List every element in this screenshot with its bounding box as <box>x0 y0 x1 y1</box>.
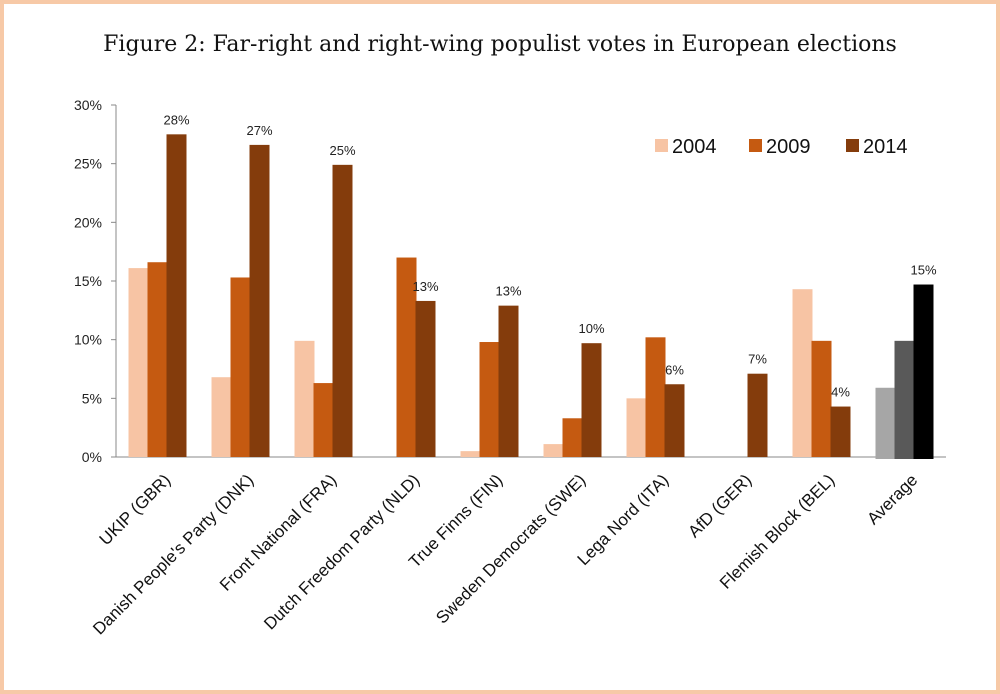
y-tick-label: 25% <box>74 156 102 172</box>
bar-2014 <box>415 300 436 457</box>
bar-2014 <box>166 134 187 458</box>
bar-2014 <box>747 373 768 457</box>
bar-2014 <box>664 384 685 457</box>
bar-2009 <box>313 383 334 457</box>
chart-title: Figure 2: Far-right and right-wing popul… <box>103 32 897 57</box>
x-tick-label: AfD (GER) <box>684 470 755 541</box>
x-tick-label: Danish People's Party (DNK) <box>89 470 257 638</box>
data-label: 13% <box>412 279 438 294</box>
bar-2004 <box>128 268 149 457</box>
x-tick-label: UKIP (GBR) <box>96 470 175 549</box>
data-label: 25% <box>329 143 355 158</box>
bar-2009 <box>894 340 915 459</box>
bar-2009 <box>147 262 168 457</box>
legend: 2004 2009 2014 <box>655 136 908 158</box>
bar-2004 <box>211 377 232 457</box>
x-tick-label: Sweden Democrats (SWE) <box>432 470 589 627</box>
legend-label-2014: 2014 <box>863 136 908 158</box>
bar-2009 <box>396 257 417 457</box>
bar-2004 <box>792 289 813 457</box>
y-tick-label: 15% <box>74 273 102 289</box>
bar-2014 <box>913 284 934 459</box>
legend-label-2009: 2009 <box>766 136 811 158</box>
data-label: 6% <box>665 362 684 377</box>
data-label: 10% <box>578 321 604 336</box>
bar-2014 <box>581 343 602 457</box>
data-label: 15% <box>910 263 936 278</box>
y-tick-label: 30% <box>74 97 102 113</box>
data-label: 7% <box>748 352 767 367</box>
bar-2014 <box>498 305 519 457</box>
x-tick-labels: UKIP (GBR)Danish People's Party (DNK)Fro… <box>89 470 921 638</box>
data-labels: 28% 27% 25% 13% 13% 10% 6% 7% 4% 15% <box>163 112 936 399</box>
y-tick-label: 0% <box>82 449 102 465</box>
x-tick-label: Average <box>863 470 921 528</box>
x-tick-label: Dutch Freedom Party (NLD) <box>260 470 423 633</box>
legend-swatch-2004 <box>655 139 668 152</box>
legend-swatch-2014 <box>846 139 859 152</box>
data-label: 4% <box>831 385 850 400</box>
data-label: 27% <box>246 123 272 138</box>
bar-2014 <box>830 406 851 457</box>
data-label: 28% <box>163 112 189 127</box>
legend-label-2004: 2004 <box>672 136 717 158</box>
bar-2009 <box>230 277 251 457</box>
legend-swatch-2009 <box>749 139 762 152</box>
bar-2014 <box>249 144 270 458</box>
bar-2009 <box>811 340 832 457</box>
bars <box>128 134 934 459</box>
y-tick-label: 5% <box>82 390 102 406</box>
y-tick-label: 20% <box>74 214 102 230</box>
x-tick-label: Lega Nord (ITA) <box>574 470 673 569</box>
bar-2004 <box>875 387 896 459</box>
bar-2004 <box>460 451 481 457</box>
bar-2009 <box>645 337 666 457</box>
bar-2004 <box>626 398 647 457</box>
bar-2009 <box>562 418 583 457</box>
bar-2004 <box>294 340 315 457</box>
y-tick-label: 10% <box>74 332 102 348</box>
bar-2014 <box>332 164 353 457</box>
data-label: 13% <box>495 284 521 299</box>
bar-2004 <box>543 444 564 457</box>
bar-2009 <box>479 342 500 457</box>
